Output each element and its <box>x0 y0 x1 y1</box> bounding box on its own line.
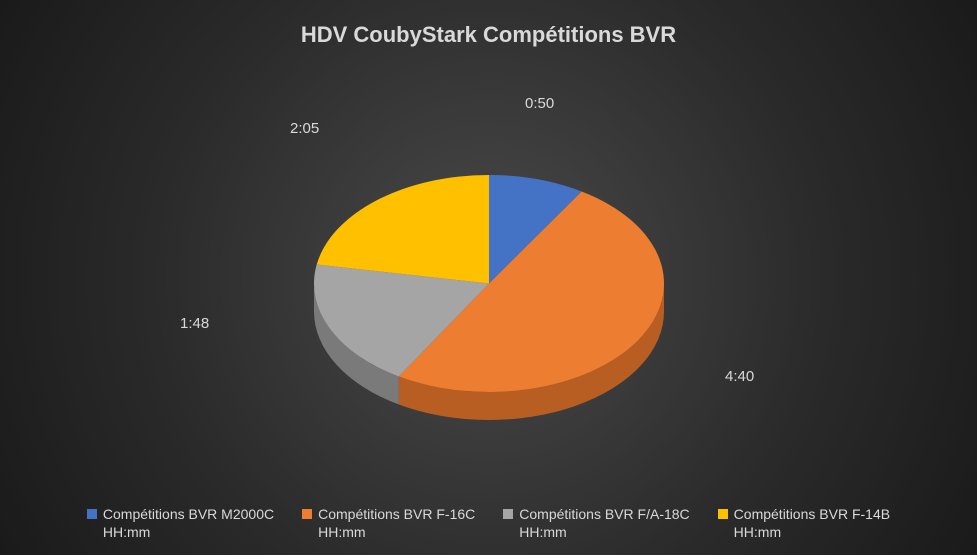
legend-sub: HH:mm <box>103 524 150 540</box>
legend-text: Compétitions BVR F-14B HH:mm <box>734 505 890 541</box>
legend-swatch-m2000c <box>87 509 97 519</box>
legend-swatch-f14b <box>718 509 728 519</box>
legend-label: Compétitions BVR F-14B <box>734 506 890 522</box>
legend-item-f14b: Compétitions BVR F-14B HH:mm <box>718 505 890 541</box>
legend-swatch-fa18c <box>503 509 513 519</box>
slice-label-f16c: 4:40 <box>725 368 754 385</box>
legend-text: Compétitions BVR F-16C HH:mm <box>318 505 475 541</box>
legend-label: Compétitions BVR F/A-18C <box>519 506 689 522</box>
pie-chart <box>304 165 674 435</box>
chart-title: HDV CoubyStark Compétitions BVR <box>0 22 977 48</box>
legend-item-fa18c: Compétitions BVR F/A-18C HH:mm <box>503 505 689 541</box>
pie-svg <box>304 165 674 430</box>
legend-label: Compétitions BVR M2000C <box>103 506 274 522</box>
pie-top-f14b <box>316 175 488 284</box>
legend: Compétitions BVR M2000C HH:mm Compétitio… <box>0 505 977 541</box>
slice-label-fa18c: 1:48 <box>180 315 209 332</box>
legend-sub: HH:mm <box>519 524 566 540</box>
legend-text: Compétitions BVR M2000C HH:mm <box>103 505 274 541</box>
legend-sub: HH:mm <box>734 524 781 540</box>
legend-label: Compétitions BVR F-16C <box>318 506 475 522</box>
legend-item-m2000c: Compétitions BVR M2000C HH:mm <box>87 505 274 541</box>
legend-text: Compétitions BVR F/A-18C HH:mm <box>519 505 689 541</box>
legend-sub: HH:mm <box>318 524 365 540</box>
chart-container: HDV CoubyStark Compétitions BVR 0:50 4:4… <box>0 0 977 555</box>
slice-label-f14b: 2:05 <box>290 120 319 137</box>
legend-swatch-f16c <box>302 509 312 519</box>
slice-label-m2000c: 0:50 <box>525 95 554 112</box>
legend-item-f16c: Compétitions BVR F-16C HH:mm <box>302 505 475 541</box>
